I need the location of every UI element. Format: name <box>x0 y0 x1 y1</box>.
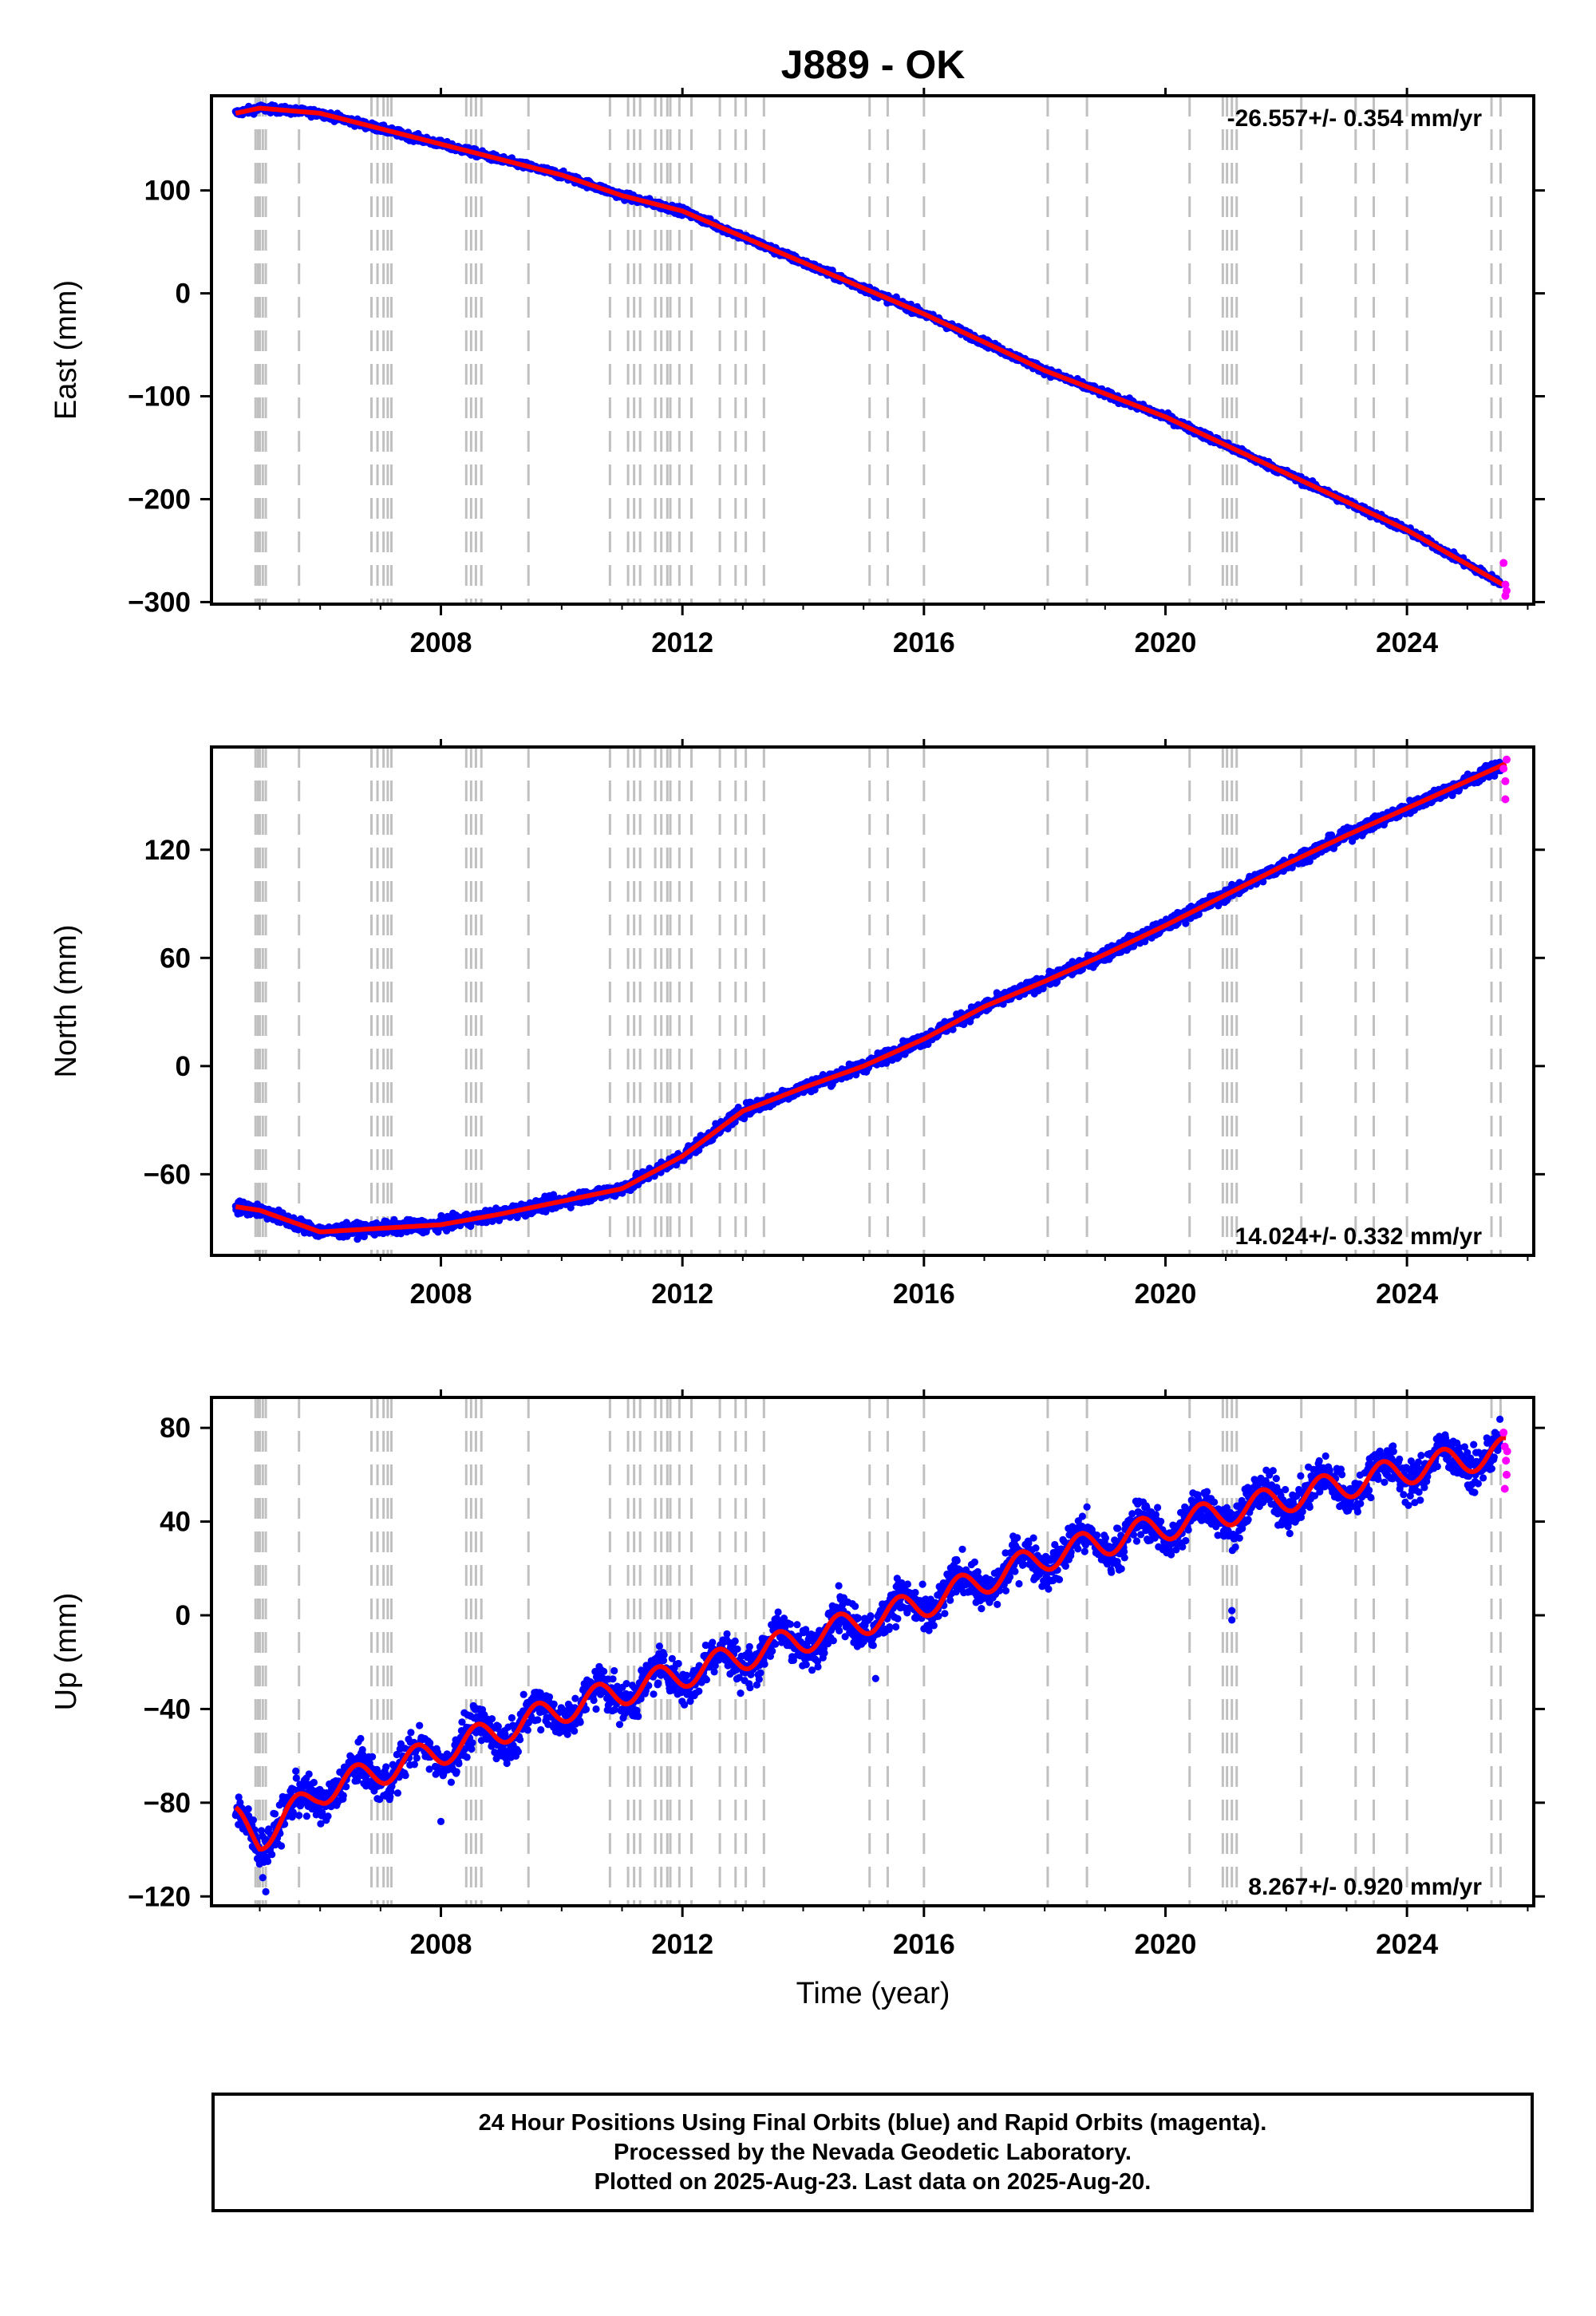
step-lines-east <box>254 96 1502 604</box>
model-line-east <box>235 105 1507 589</box>
final-points-east <box>231 101 1504 589</box>
y-tick-label: −200 <box>128 484 191 515</box>
data-point <box>434 1228 442 1236</box>
y-tick-label: −100 <box>128 381 191 413</box>
x-tick-label: 2024 <box>1376 627 1438 658</box>
rate-annotation-east: -26.557+/- 0.354 mm/yr <box>1227 105 1483 132</box>
rapid-points-east <box>1499 559 1511 600</box>
x-tick-label: 2008 <box>410 627 472 658</box>
final-points-north <box>231 758 1504 1243</box>
data-point <box>960 1021 968 1029</box>
panel-east: 2008 2012 2016 2020 2024 100 0 −100 −200 −300 East… <box>49 88 1545 658</box>
plot-frame-east <box>210 94 1535 606</box>
rapid-point <box>1501 591 1510 600</box>
chart-title: J889 - OK <box>781 42 966 87</box>
x-tick-label: 2016 <box>893 627 955 658</box>
data-point <box>949 1026 957 1034</box>
x-tick-label: 2012 <box>651 627 713 658</box>
rapid-point <box>1501 580 1510 589</box>
y-axis-label-east: East (mm) <box>49 280 83 420</box>
step-lines-north <box>254 747 1502 1255</box>
data-point <box>567 1203 575 1211</box>
rapid-point <box>1499 559 1508 567</box>
y-tick-label: 100 <box>144 176 191 207</box>
x-tick-label: 2020 <box>1135 627 1197 658</box>
y-tick-label: −300 <box>128 587 191 618</box>
y-tick-label: 0 <box>176 279 191 310</box>
